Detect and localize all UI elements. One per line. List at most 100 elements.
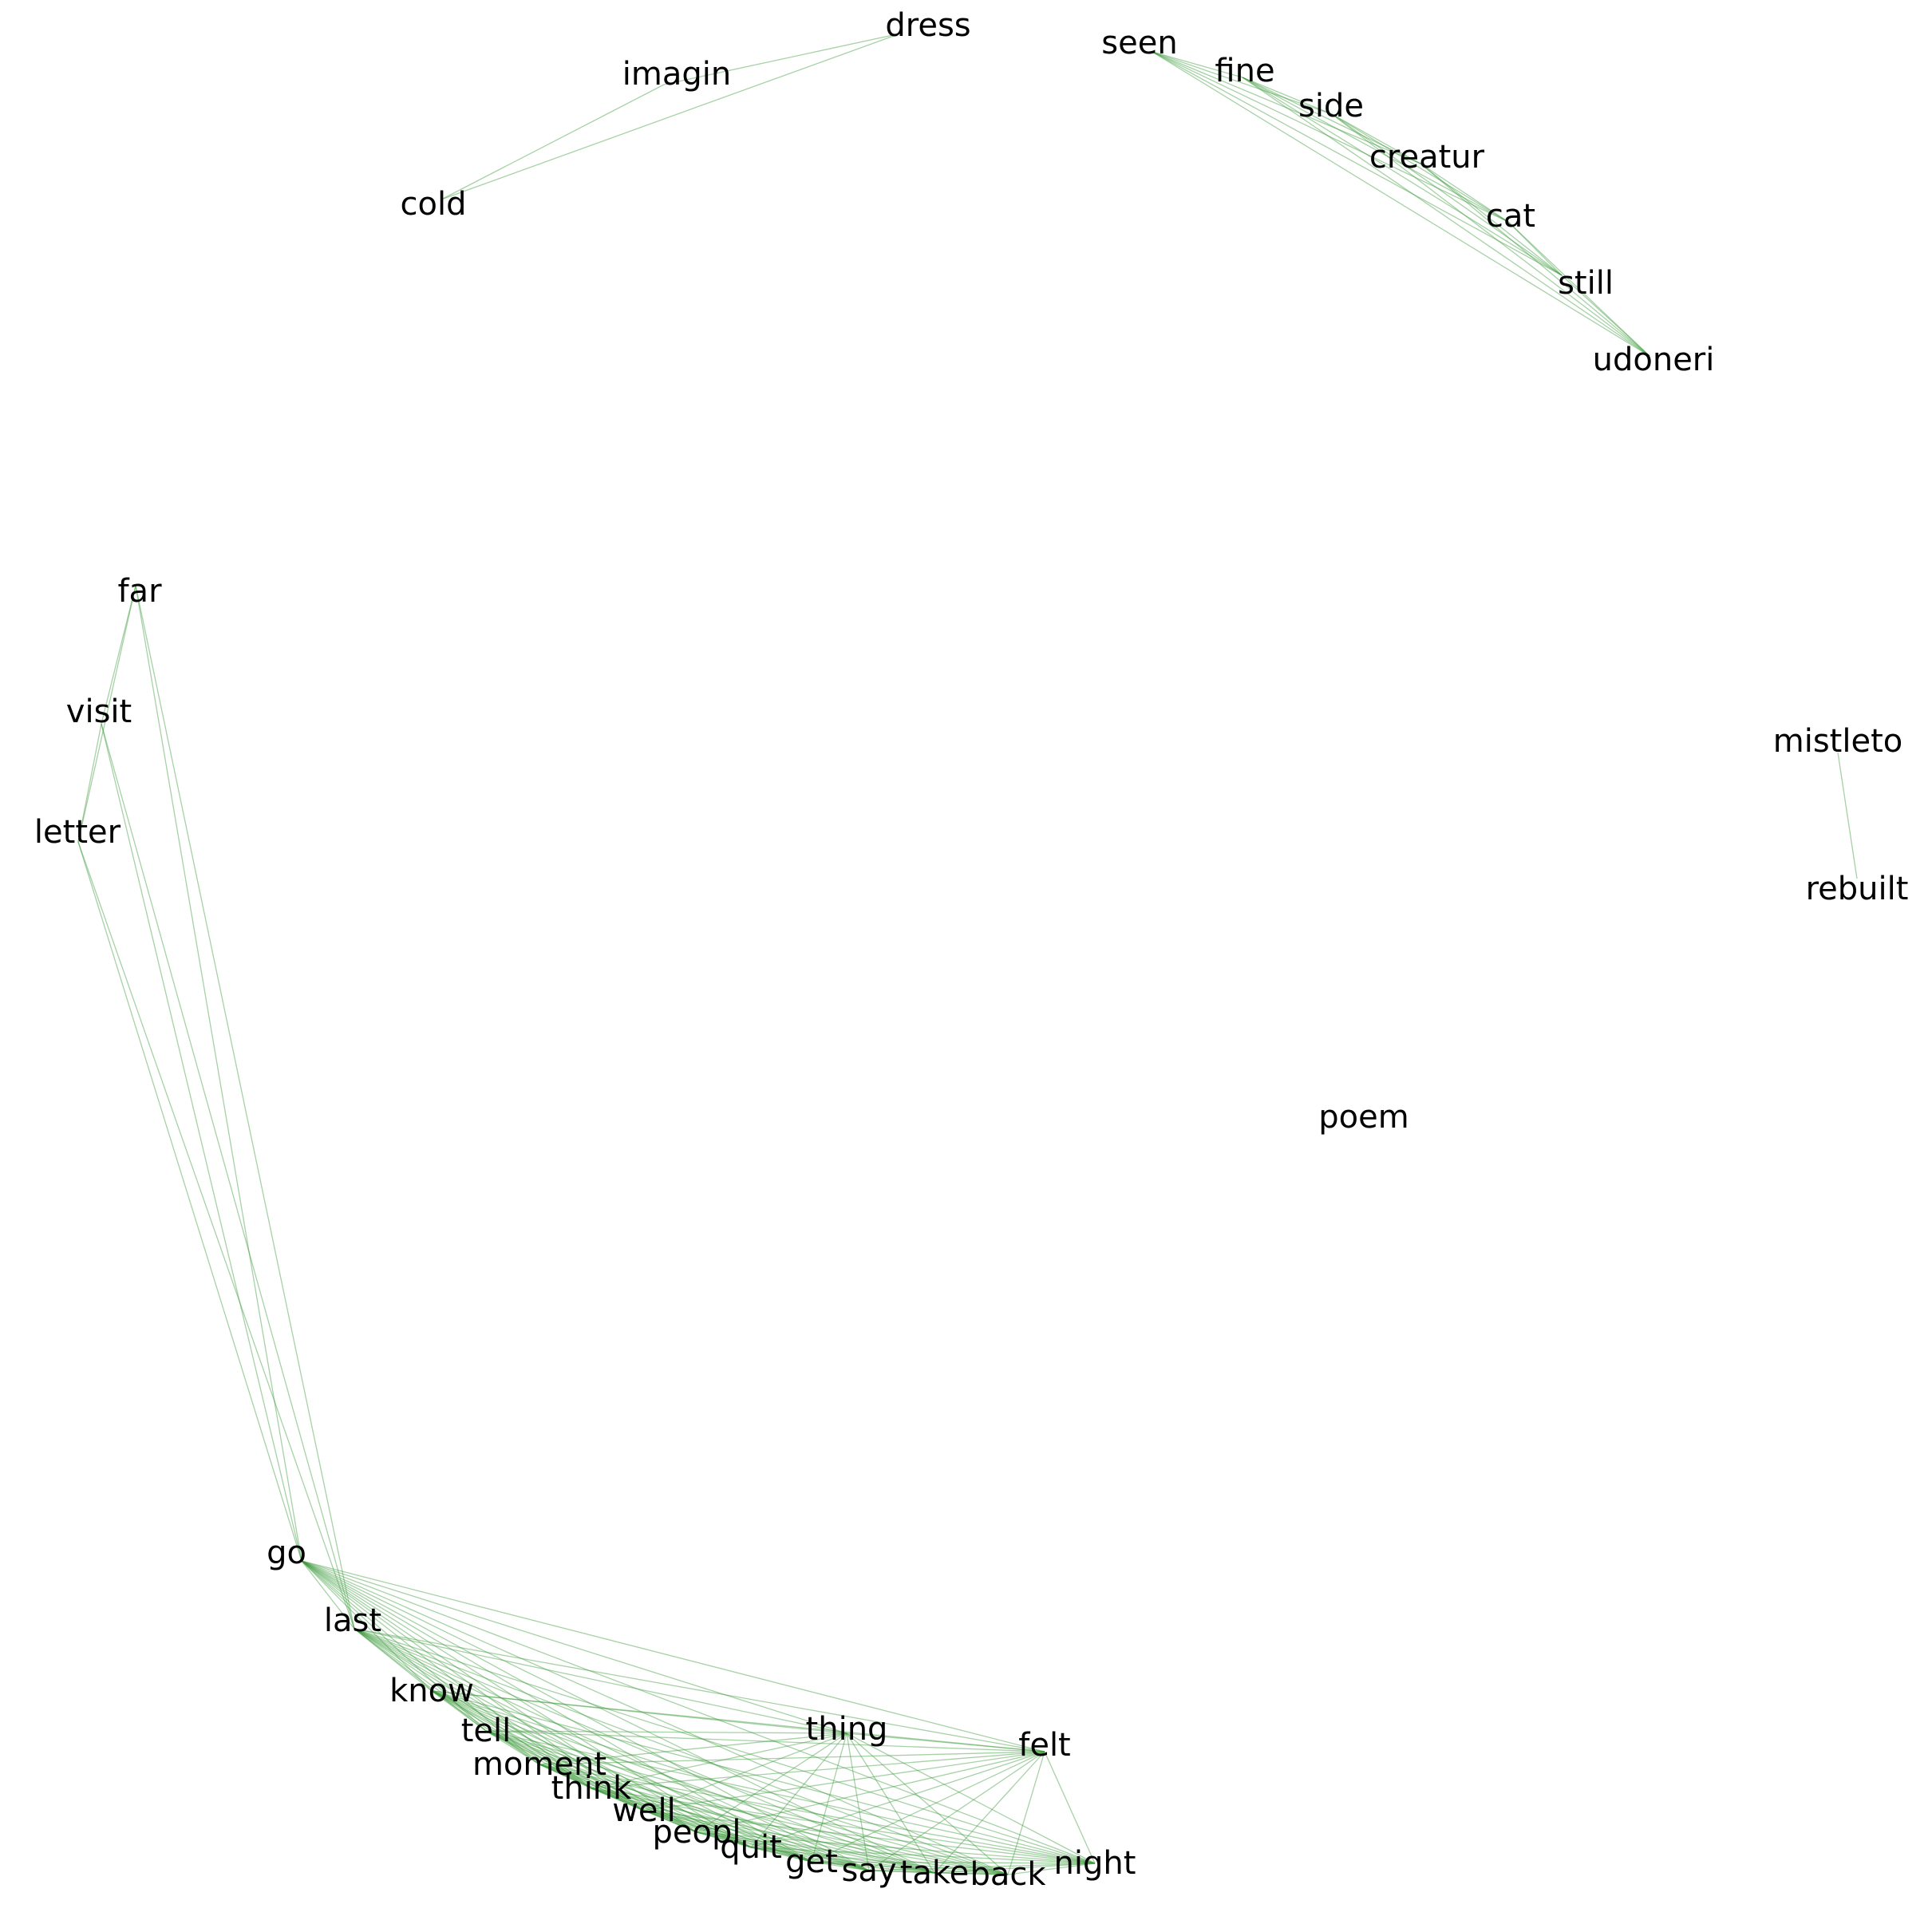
edge-last-night bbox=[354, 1628, 1096, 1864]
edge-say-thing bbox=[846, 1732, 870, 1871]
edge-go-say bbox=[301, 1560, 870, 1871]
edge-tell-back bbox=[485, 1730, 1009, 1875]
edge-tell-well bbox=[485, 1730, 645, 1811]
edge-moment-get bbox=[539, 1764, 812, 1863]
edge-fine-still bbox=[1242, 77, 1563, 276]
edge-quit-back bbox=[750, 1847, 1009, 1875]
edge-go-well bbox=[301, 1560, 645, 1811]
edge-peopl-felt bbox=[696, 1751, 1045, 1833]
node-label-thing: thing bbox=[806, 1711, 888, 1748]
node-label-seen: seen bbox=[1101, 25, 1177, 61]
edge-moment-think bbox=[539, 1764, 592, 1789]
edge-tell-peopl bbox=[485, 1730, 697, 1833]
node-label-tell: tell bbox=[461, 1713, 512, 1749]
node-label-moment: moment bbox=[472, 1746, 606, 1783]
edge-well-quit bbox=[643, 1810, 752, 1848]
edge-last-think bbox=[354, 1628, 592, 1789]
node-label-rebuilt: rebuilt bbox=[1806, 871, 1909, 907]
edge-visit-go bbox=[101, 723, 302, 1562]
edge-go-get bbox=[301, 1560, 812, 1863]
edge-moment-take bbox=[539, 1764, 935, 1874]
edge-seen-still bbox=[1152, 51, 1563, 276]
edge-last-tell bbox=[354, 1628, 487, 1732]
node-label-go: go bbox=[267, 1535, 306, 1571]
edge-well-say bbox=[643, 1810, 870, 1871]
edge-say-take bbox=[868, 1870, 935, 1874]
edge-imagin-cold bbox=[441, 84, 665, 200]
node-label-cold: cold bbox=[401, 186, 467, 223]
edge-go-last bbox=[301, 1560, 355, 1630]
edge-night-felt bbox=[1044, 1751, 1096, 1864]
edge-mistleto-rebuilt bbox=[1837, 752, 1858, 879]
edge-take-back bbox=[934, 1872, 1009, 1875]
node-label-creatur: creatur bbox=[1369, 139, 1485, 176]
edge-seen-side bbox=[1152, 51, 1333, 115]
edge-moment-peopl bbox=[539, 1764, 697, 1833]
edge-moment-thing bbox=[539, 1732, 847, 1765]
edge-well-take bbox=[643, 1810, 935, 1874]
edge-take-thing bbox=[846, 1732, 935, 1874]
edge-creatur-udoneri bbox=[1420, 163, 1650, 357]
node-label-back: back bbox=[970, 1856, 1046, 1893]
edge-moment-well bbox=[539, 1764, 645, 1811]
edge-visit-letter bbox=[77, 723, 102, 843]
edge-peopl-night bbox=[696, 1831, 1096, 1864]
edge-tell-night bbox=[485, 1730, 1096, 1864]
edge-creatur-cat bbox=[1420, 163, 1509, 223]
edge-seen-udoneri bbox=[1152, 51, 1650, 357]
edge-peopl-back bbox=[696, 1831, 1009, 1875]
edge-go-peopl bbox=[301, 1560, 697, 1833]
edge-think-quit bbox=[591, 1788, 752, 1848]
node-label-mistleto: mistleto bbox=[1773, 723, 1902, 760]
edge-tell-take bbox=[485, 1730, 935, 1874]
node-label-night: night bbox=[1054, 1845, 1136, 1882]
edge-visit-last bbox=[101, 723, 355, 1630]
edge-fine-cat bbox=[1242, 77, 1509, 223]
edge-peopl-get bbox=[696, 1831, 812, 1863]
edge-last-say bbox=[354, 1628, 870, 1871]
edge-far-letter bbox=[77, 585, 136, 843]
edge-well-night bbox=[643, 1810, 1096, 1864]
edge-go-moment bbox=[301, 1560, 540, 1765]
edge-tell-think bbox=[485, 1730, 592, 1789]
edge-think-take bbox=[591, 1788, 935, 1874]
edge-tell-thing bbox=[485, 1730, 847, 1734]
edge-last-well bbox=[354, 1628, 645, 1811]
edge-take-felt bbox=[934, 1751, 1045, 1874]
edge-go-quit bbox=[301, 1560, 752, 1848]
edge-dress-imagin bbox=[663, 33, 901, 85]
edge-tell-felt bbox=[485, 1730, 1045, 1752]
edge-know-night bbox=[431, 1690, 1096, 1864]
edge-last-know bbox=[354, 1628, 433, 1692]
edge-quit-get bbox=[750, 1847, 812, 1863]
node-label-imagin: imagin bbox=[622, 56, 731, 93]
edge-fine-udoneri bbox=[1242, 77, 1650, 357]
edge-fine-creatur bbox=[1242, 77, 1421, 164]
edge-go-night bbox=[301, 1560, 1096, 1864]
graph-nodes: dress imagin cold seen fine sidecreaturcatsti… bbox=[34, 7, 1908, 1893]
edge-creatur-still bbox=[1420, 163, 1563, 276]
node-label-letter: letter bbox=[34, 814, 121, 851]
edge-well-thing bbox=[643, 1732, 847, 1811]
edge-night-thing bbox=[846, 1732, 1096, 1864]
edge-quit-thing bbox=[750, 1732, 847, 1848]
edge-peopl-say bbox=[696, 1831, 870, 1871]
edge-say-felt bbox=[868, 1751, 1045, 1871]
edge-side-cat bbox=[1331, 113, 1509, 223]
edge-quit-say bbox=[750, 1847, 870, 1871]
edge-moment-felt bbox=[539, 1751, 1045, 1765]
edge-peopl-quit bbox=[696, 1831, 752, 1848]
node-label-side: side bbox=[1298, 88, 1364, 124]
edge-well-peopl bbox=[643, 1810, 697, 1833]
edge-peopl-thing bbox=[696, 1732, 847, 1833]
edge-think-night bbox=[591, 1788, 1096, 1864]
edge-think-felt bbox=[591, 1751, 1045, 1789]
edge-cat-still bbox=[1507, 221, 1563, 276]
edge-tell-moment bbox=[485, 1730, 540, 1765]
node-label-udoneri: udoneri bbox=[1593, 342, 1715, 378]
edge-go-take bbox=[301, 1560, 935, 1874]
edge-moment-back bbox=[539, 1764, 1009, 1875]
edge-get-night bbox=[811, 1861, 1096, 1864]
edge-think-say bbox=[591, 1788, 870, 1871]
